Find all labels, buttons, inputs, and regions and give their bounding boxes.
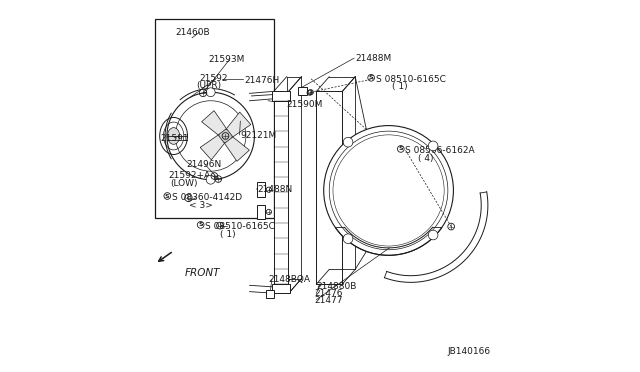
Text: 21460B: 21460B (175, 28, 210, 37)
Text: S 08510-6165C: S 08510-6165C (376, 75, 445, 84)
Text: FRONT: FRONT (185, 269, 220, 279)
Bar (155, 19, 274, 218)
Text: 214880B: 214880B (316, 282, 356, 291)
Text: 21592+A: 21592+A (168, 171, 210, 180)
Circle shape (343, 137, 353, 147)
Text: S 08566-6162A: S 08566-6162A (405, 146, 475, 155)
Polygon shape (225, 137, 250, 161)
Bar (316, 92, 342, 284)
Text: ( 4): ( 4) (418, 154, 434, 163)
Text: 2148BQA: 2148BQA (268, 275, 310, 284)
Text: S: S (399, 147, 403, 151)
Text: 21476H: 21476H (244, 76, 279, 84)
Text: 21590M: 21590M (287, 100, 323, 109)
Text: S: S (165, 193, 170, 199)
Text: 21592: 21592 (200, 74, 228, 83)
Polygon shape (227, 112, 251, 137)
Text: S 08360-4142D: S 08360-4142D (172, 193, 242, 202)
Circle shape (428, 141, 438, 151)
Circle shape (206, 88, 215, 97)
Text: S 08510-6165C: S 08510-6165C (205, 222, 275, 231)
Text: (LOW): (LOW) (170, 179, 197, 187)
Polygon shape (202, 110, 227, 135)
Polygon shape (200, 135, 225, 160)
Bar (272, 92, 291, 101)
Text: JB140166: JB140166 (447, 347, 490, 356)
Circle shape (428, 230, 438, 240)
Text: 21476: 21476 (314, 289, 343, 298)
Bar (257, 205, 265, 219)
Bar (272, 284, 291, 294)
Text: 21488M: 21488M (355, 54, 392, 62)
Text: 21591: 21591 (161, 134, 189, 143)
Text: S: S (198, 222, 203, 227)
Text: ( 1): ( 1) (220, 230, 236, 239)
Circle shape (324, 126, 453, 255)
Ellipse shape (168, 128, 180, 144)
Text: 21593M: 21593M (209, 55, 245, 64)
Bar (298, 87, 307, 95)
Bar (266, 290, 274, 298)
Text: S: S (369, 75, 374, 80)
Text: 92121M: 92121M (240, 131, 276, 141)
Text: 21488N: 21488N (257, 185, 292, 194)
Text: ( 1): ( 1) (392, 82, 408, 91)
Text: < 3>: < 3> (189, 201, 213, 210)
Text: 21477: 21477 (314, 296, 343, 305)
Text: (UPR): (UPR) (196, 81, 221, 90)
Text: 21496N: 21496N (187, 160, 222, 169)
Bar (274, 101, 289, 284)
Bar (257, 182, 265, 197)
Circle shape (343, 234, 353, 244)
Circle shape (219, 129, 232, 142)
Circle shape (206, 175, 215, 184)
